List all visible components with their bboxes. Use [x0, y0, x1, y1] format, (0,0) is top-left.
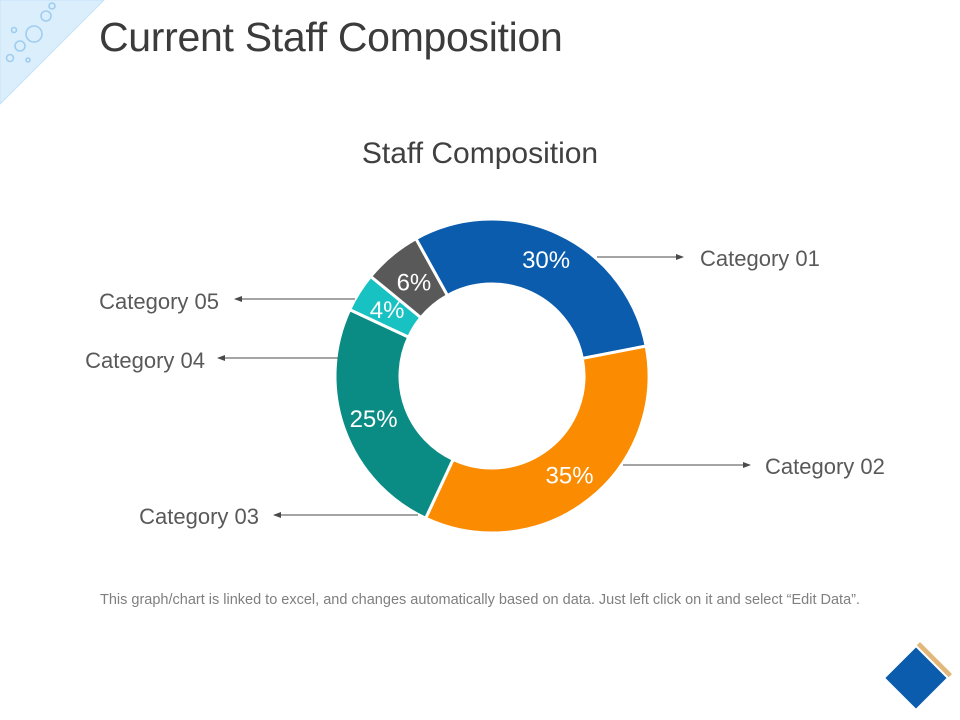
slice-percent-label-1: 30% — [522, 247, 570, 274]
donut-chart[interactable]: Staff Composition Category 01 Category 02… — [0, 0, 960, 590]
page-title: Current Staff Composition — [99, 14, 563, 60]
slice-percent-label-4: 4% — [370, 297, 405, 324]
slice-percent-label-5: 6% — [397, 269, 432, 296]
chart-title: Staff Composition — [362, 137, 598, 170]
category-label-3: Category 03 — [139, 504, 259, 529]
slice-percent-label-3: 25% — [350, 406, 398, 433]
category-label-2: Category 02 — [765, 454, 885, 479]
category-label-4: Category 04 — [85, 348, 205, 373]
donut-slice-1[interactable] — [413, 217, 648, 361]
category-label-1: Category 01 — [700, 246, 820, 271]
bubbles-icon — [5, 2, 56, 63]
footnote: This graph/chart is linked to excel, and… — [99, 592, 861, 608]
donut-slice-2[interactable] — [423, 344, 651, 535]
donut-slice-5[interactable] — [368, 236, 450, 320]
category-label-5: Category 05 — [99, 289, 219, 314]
donut-slice-3[interactable] — [333, 307, 456, 521]
corner-decoration — [0, 0, 105, 105]
diamond-icon[interactable] — [880, 638, 960, 718]
slice-percent-label-2: 35% — [546, 462, 594, 489]
